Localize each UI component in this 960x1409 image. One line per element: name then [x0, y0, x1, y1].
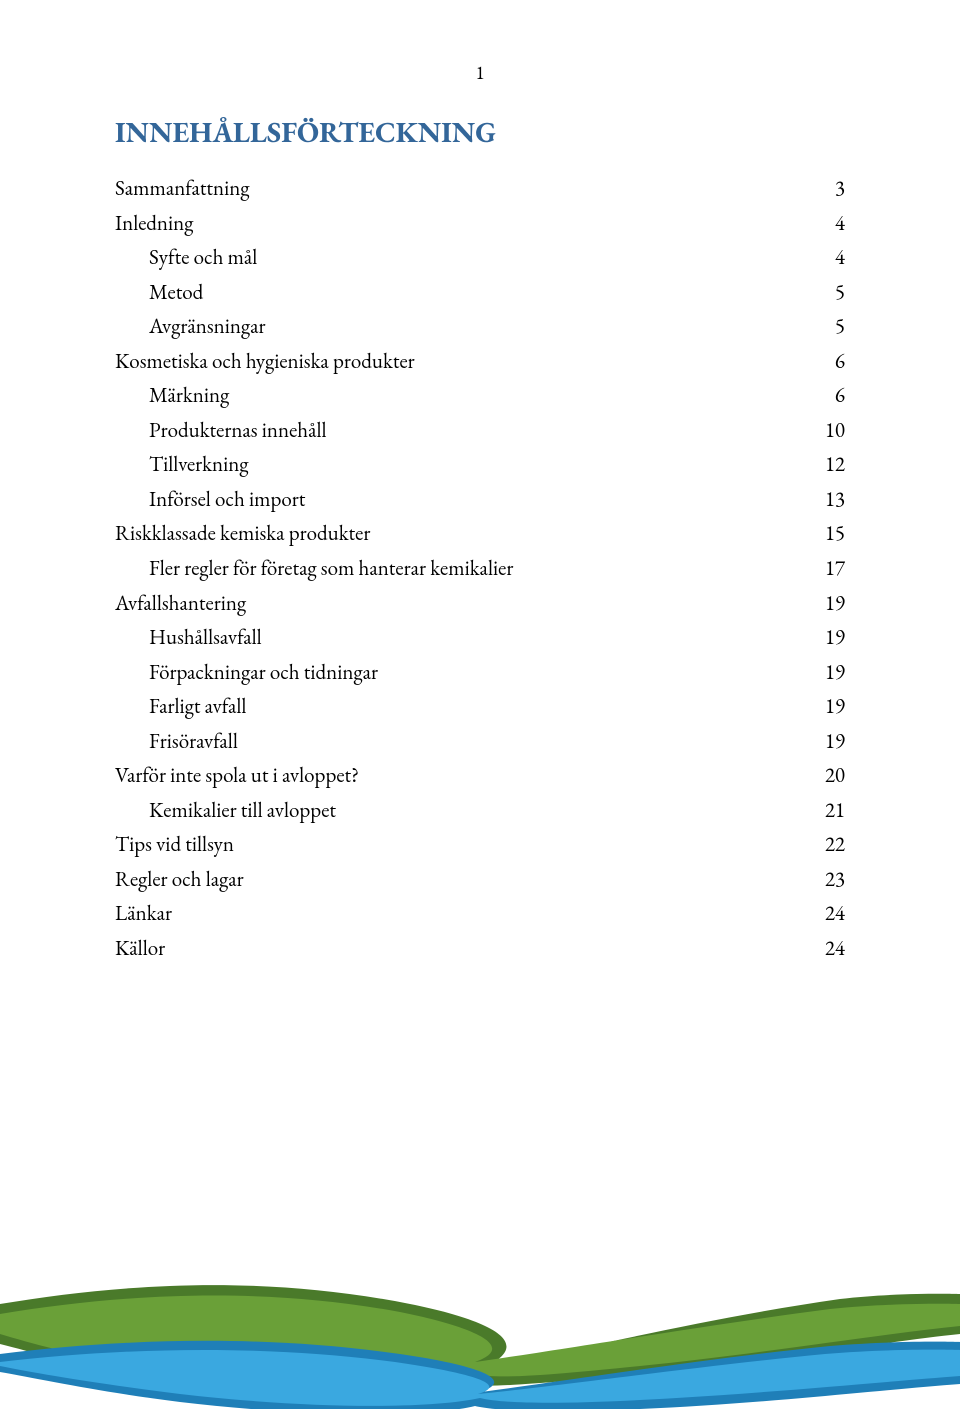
toc-row: Hushållsavfall19: [115, 622, 845, 655]
toc-page: 19: [805, 588, 845, 621]
toc-page: 3: [805, 173, 845, 206]
toc-label: Länkar: [115, 898, 805, 931]
toc-label: Tips vid tillsyn: [115, 829, 805, 862]
toc-row: Fler regler för företag som hanterar kem…: [115, 553, 845, 586]
toc-page: 6: [805, 380, 845, 413]
toc-list: Sammanfattning3Inledning4Syfte och mål4M…: [115, 173, 845, 966]
toc-page: 19: [805, 622, 845, 655]
toc-row: Märkning6: [115, 380, 845, 413]
toc-page: 4: [805, 242, 845, 275]
page: 1 INNEHÅLLSFÖRTECKNING Sammanfattning3In…: [0, 0, 960, 966]
toc-label: Frisöravfall: [115, 726, 805, 759]
toc-page: 10: [805, 415, 845, 448]
toc-row: Förpackningar och tidningar19: [115, 657, 845, 690]
toc-label: Avfallshantering: [115, 588, 805, 621]
toc-row: Riskklassade kemiska produkter15: [115, 518, 845, 551]
toc-label: Varför inte spola ut i avloppet?: [115, 760, 805, 793]
toc-row: Länkar24: [115, 898, 845, 931]
toc-row: Farligt avfall19: [115, 691, 845, 724]
toc-row: Inledning4: [115, 208, 845, 241]
toc-label: Syfte och mål: [115, 242, 805, 275]
toc-row: Varför inte spola ut i avloppet?20: [115, 760, 845, 793]
toc-row: Avgränsningar5: [115, 311, 845, 344]
toc-label: Produkternas innehåll: [115, 415, 805, 448]
toc-label: Sammanfattning: [115, 173, 805, 206]
toc-page: 12: [805, 449, 845, 482]
toc-page: 5: [805, 277, 845, 310]
toc-row: Produkternas innehåll10: [115, 415, 845, 448]
toc-row: Införsel och import13: [115, 484, 845, 517]
toc-label: Metod: [115, 277, 805, 310]
toc-page: 24: [805, 933, 845, 966]
toc-row: Tips vid tillsyn22: [115, 829, 845, 862]
toc-row: Syfte och mål4: [115, 242, 845, 275]
toc-label: Införsel och import: [115, 484, 805, 517]
toc-page: 21: [805, 795, 845, 828]
toc-label: Hushållsavfall: [115, 622, 805, 655]
toc-page: 4: [805, 208, 845, 241]
toc-label: Kosmetiska och hygieniska produkter: [115, 346, 805, 379]
toc-heading: INNEHÅLLSFÖRTECKNING: [115, 113, 845, 151]
toc-row: Avfallshantering19: [115, 588, 845, 621]
toc-label: Förpackningar och tidningar: [115, 657, 805, 690]
toc-label: Tillverkning: [115, 449, 805, 482]
toc-row: Kemikalier till avloppet21: [115, 795, 845, 828]
toc-label: Regler och lagar: [115, 864, 805, 897]
toc-page: 19: [805, 691, 845, 724]
toc-page: 5: [805, 311, 845, 344]
toc-row: Kosmetiska och hygieniska produkter6: [115, 346, 845, 379]
toc-page: 17: [805, 553, 845, 586]
toc-page: 22: [805, 829, 845, 862]
toc-page: 19: [805, 657, 845, 690]
toc-label: Inledning: [115, 208, 805, 241]
footer-wave-graphic: [0, 1234, 960, 1409]
toc-label: Märkning: [115, 380, 805, 413]
toc-row: Metod5: [115, 277, 845, 310]
toc-page: 23: [805, 864, 845, 897]
toc-label: Fler regler för företag som hanterar kem…: [115, 553, 805, 586]
toc-label: Riskklassade kemiska produkter: [115, 518, 805, 551]
toc-page: 19: [805, 726, 845, 759]
toc-row: Regler och lagar23: [115, 864, 845, 897]
page-number: 1: [115, 60, 845, 85]
toc-page: 20: [805, 760, 845, 793]
toc-page: 24: [805, 898, 845, 931]
toc-row: Källor24: [115, 933, 845, 966]
toc-page: 13: [805, 484, 845, 517]
toc-row: Tillverkning12: [115, 449, 845, 482]
toc-page: 15: [805, 518, 845, 551]
toc-label: Farligt avfall: [115, 691, 805, 724]
toc-label: Kemikalier till avloppet: [115, 795, 805, 828]
toc-row: Frisöravfall19: [115, 726, 845, 759]
toc-page: 6: [805, 346, 845, 379]
toc-row: Sammanfattning3: [115, 173, 845, 206]
toc-label: Avgränsningar: [115, 311, 805, 344]
toc-label: Källor: [115, 933, 805, 966]
